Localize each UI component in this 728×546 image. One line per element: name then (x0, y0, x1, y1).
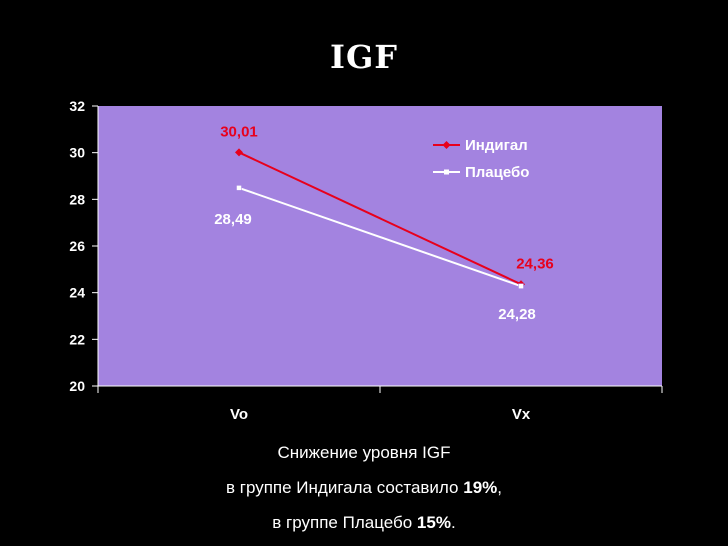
data-label: 28,49 (214, 211, 252, 228)
caption-line-3-text: в группе Плацебо (272, 513, 417, 532)
data-point (235, 148, 243, 157)
y-tick-label: 22 (69, 331, 85, 347)
y-tick-label: 30 (69, 145, 85, 161)
legend-marker (442, 141, 451, 149)
legend-label: Индигал (465, 137, 528, 154)
legend-marker (444, 169, 449, 175)
data-point (236, 185, 242, 191)
y-tick-label: 20 (69, 378, 85, 394)
x-tick-label: Vo (230, 406, 248, 423)
series-line (238, 151, 522, 286)
caption-line-3-end: . (450, 513, 456, 532)
data-label: 30,01 (220, 123, 258, 140)
y-tick-label: 24 (69, 285, 85, 301)
legend-label: Плацебо (465, 164, 529, 181)
y-tick-label: 28 (69, 191, 85, 207)
data-point (518, 283, 524, 289)
data-label: 24,36 (516, 255, 554, 272)
y-tick-label: 32 (69, 98, 85, 114)
caption-line-2: в группе Индигала составило 19%, (0, 478, 728, 498)
series-line (238, 186, 522, 288)
caption-line-3: в группе Плацебо 15%. (0, 513, 728, 533)
caption-line-1-text: Снижение уровня IGF (277, 443, 451, 462)
x-tick-label: Vx (512, 406, 531, 423)
caption-line-2-text: в группе Индигала составило (226, 478, 464, 497)
caption-line-1: Снижение уровня IGF (0, 443, 728, 463)
caption-line-2-percent: 19% (463, 478, 498, 497)
caption-line-3-percent: 15% (416, 513, 451, 532)
caption-line-2-end: , (497, 478, 502, 497)
chart-title: IGF (329, 38, 398, 76)
plot-area (98, 106, 662, 386)
data-label: 24,28 (498, 306, 536, 323)
y-tick-label: 26 (69, 238, 85, 254)
